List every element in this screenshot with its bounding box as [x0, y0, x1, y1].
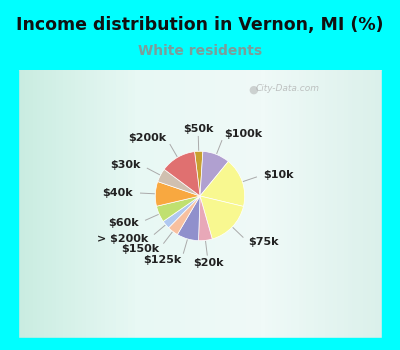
Wedge shape [164, 152, 200, 196]
Text: $50k: $50k [183, 124, 213, 134]
Wedge shape [177, 196, 200, 241]
Text: $20k: $20k [193, 258, 224, 267]
Wedge shape [200, 152, 228, 196]
Text: ●: ● [249, 84, 258, 94]
Text: $200k: $200k [128, 133, 166, 143]
Wedge shape [158, 169, 200, 196]
Text: $100k: $100k [224, 129, 263, 139]
Bar [10, 337, 390, 343]
Text: $150k: $150k [121, 244, 159, 254]
Text: $125k: $125k [143, 256, 181, 265]
Text: $40k: $40k [102, 188, 133, 198]
Text: > $200k: > $200k [97, 234, 149, 244]
Text: $60k: $60k [108, 218, 139, 228]
Text: $30k: $30k [110, 160, 141, 170]
Wedge shape [198, 196, 212, 241]
Bar [10, 70, 18, 343]
Text: City-Data.com: City-Data.com [256, 84, 320, 93]
Wedge shape [155, 182, 200, 206]
Wedge shape [200, 196, 244, 239]
Text: Income distribution in Vernon, MI (%): Income distribution in Vernon, MI (%) [16, 16, 384, 34]
Text: White residents: White residents [138, 44, 262, 58]
Wedge shape [200, 161, 245, 206]
Wedge shape [194, 151, 203, 196]
Bar [382, 70, 390, 343]
Wedge shape [163, 196, 200, 228]
Text: $10k: $10k [264, 170, 294, 180]
Wedge shape [156, 196, 200, 222]
Text: $75k: $75k [248, 237, 279, 247]
Wedge shape [168, 196, 200, 235]
